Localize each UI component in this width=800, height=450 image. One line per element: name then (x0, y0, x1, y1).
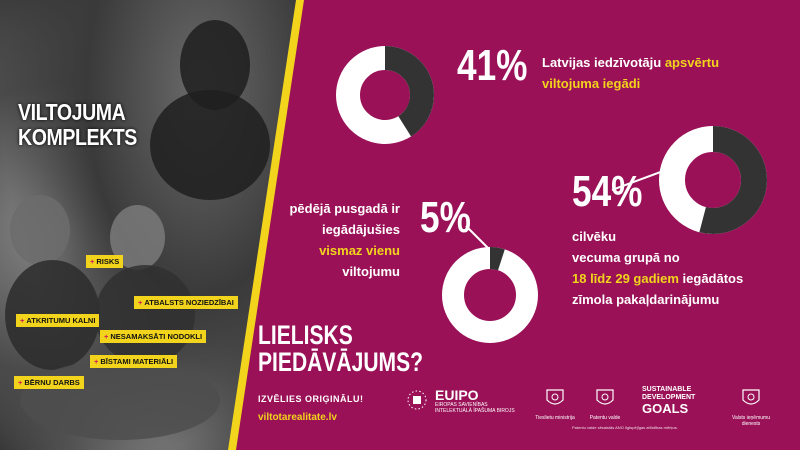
kit-title-line1: VILTOJUMA (18, 100, 137, 125)
tag-risks: +RISKS (86, 255, 123, 268)
coat-of-arms-icon (542, 386, 568, 410)
euipo-stars-icon (405, 388, 429, 412)
tag-dangerous-materials: +BĪSTAMI MATERIĀLI (90, 355, 177, 368)
stat-41-text: Latvijas iedzīvotāju apsvērtu viltojuma … (542, 52, 719, 94)
patent-office-name: Patentu valde (585, 415, 625, 421)
tax-service-name: Valsts ieņēmumu dienests (725, 415, 777, 427)
stat-5-text: pēdējā pusgadā ir iegādājušies vismaz vi… (276, 198, 400, 282)
tag-child-labor: +BĒRNU DARBS (14, 376, 84, 389)
euipo-subtitle: EIROPAS SAVIENĪBAS INTELEKTUĀLĀ ĪPAŠUMA … (435, 402, 545, 414)
website-link[interactable]: viltotarealitate.lv (258, 412, 337, 423)
deal-line1: LIELISKS (258, 322, 423, 349)
ministry-logo: Tieslietu ministrija (530, 386, 580, 421)
donut-41 (335, 45, 435, 145)
kit-title-line2: KOMPLEKTS (18, 125, 137, 150)
percent-5: 5% (420, 196, 471, 240)
euipo-name: EUIPO (435, 388, 479, 402)
patent-office-logo: Patentu valde (585, 386, 625, 421)
tag-waste: +ATKRITUMU KALNI (16, 314, 99, 327)
tax-service-logo: Valsts ieņēmumu dienests (725, 386, 777, 427)
tag-crime-support: +ATBALSTS NOZIEDZĪBAI (134, 296, 238, 309)
deal-heading: LIELISKS PIEDĀVĀJUMS? (258, 322, 423, 376)
deal-line2: PIEDĀVĀJUMS? (258, 349, 423, 376)
choose-original: IZVĒLIES ORIĢINĀLU! (258, 394, 364, 404)
tag-unpaid-taxes: +NESAMAKSĀTI NODOKLI (100, 330, 206, 343)
patent-arms-icon (592, 386, 618, 410)
patent-note: Patentu valde sēsaistās ANO Ilgtspējīgas… (572, 425, 678, 430)
kit-title: VILTOJUMA KOMPLEKTS (18, 100, 137, 150)
percent-41: 41% (457, 44, 527, 88)
donut-5-track (453, 258, 527, 332)
tax-arms-icon (738, 386, 764, 410)
donut-5 (440, 245, 540, 345)
percent-54: 54% (572, 170, 642, 214)
sdg-logo: SUSTAINABLE DEVELOPMENT GOALS (642, 386, 695, 415)
donut-54 (658, 125, 768, 235)
ministry-name: Tieslietu ministrija (530, 415, 580, 421)
stat-54-text: cilvēku vecuma grupā no 18 līdz 29 gadie… (572, 226, 743, 310)
